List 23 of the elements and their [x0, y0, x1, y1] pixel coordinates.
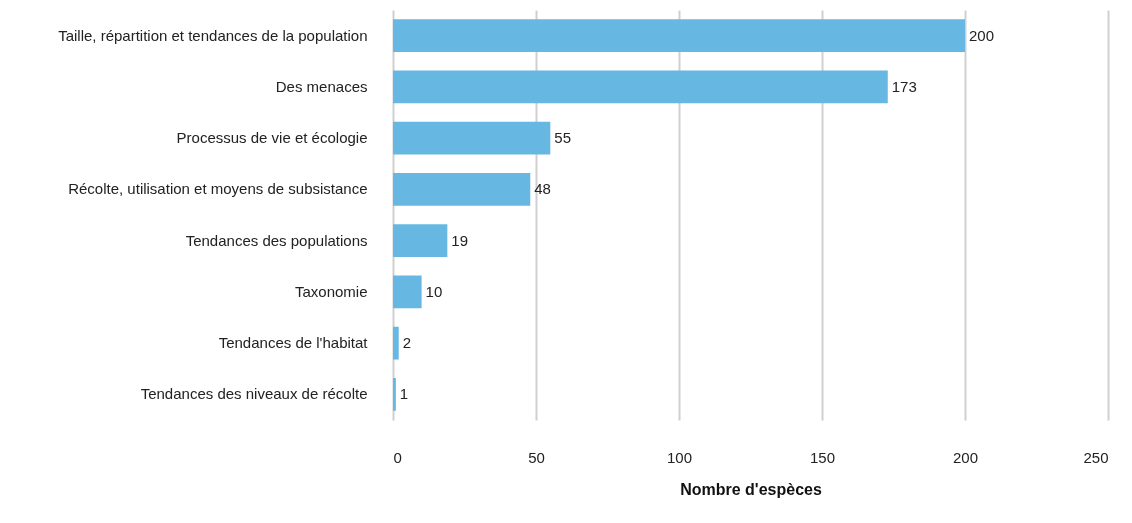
- y-tick-label: Taxonomie: [294, 282, 368, 300]
- y-tick-label: Des menaces: [275, 77, 368, 95]
- data-label: 2: [402, 334, 412, 352]
- data-label: 19: [451, 231, 469, 249]
- y-tick-label: Tendances des niveaux de récolte: [140, 385, 368, 403]
- x-tick-label: 150: [809, 448, 836, 466]
- y-tick-label: Récolte, utilisation et moyens de subsistance: [68, 180, 368, 198]
- y-tick-label: Tendances de l'habitat: [218, 334, 369, 352]
- y-tick-label: Taille, répartition et tendances de la population: [58, 26, 368, 44]
- x-tick-label: 250: [1083, 448, 1109, 466]
- y-tick-label: Tendances des populations: [185, 231, 368, 249]
- data-label: 1: [399, 385, 409, 403]
- data-label: 48: [534, 180, 551, 198]
- x-tick-label: 50: [528, 448, 545, 466]
- x-tick-label: 100: [666, 448, 693, 466]
- x-tick-label: 200: [952, 448, 979, 466]
- data-label: 10: [425, 282, 443, 300]
- x-axis-title: Nombre d'espèces: [680, 480, 822, 498]
- x-tick-label: 0: [393, 448, 402, 466]
- data-label: 55: [554, 129, 571, 147]
- data-label: 173: [891, 77, 917, 95]
- y-tick-label: Processus de vie et écologie: [176, 129, 368, 147]
- data-label: 200: [969, 26, 995, 44]
